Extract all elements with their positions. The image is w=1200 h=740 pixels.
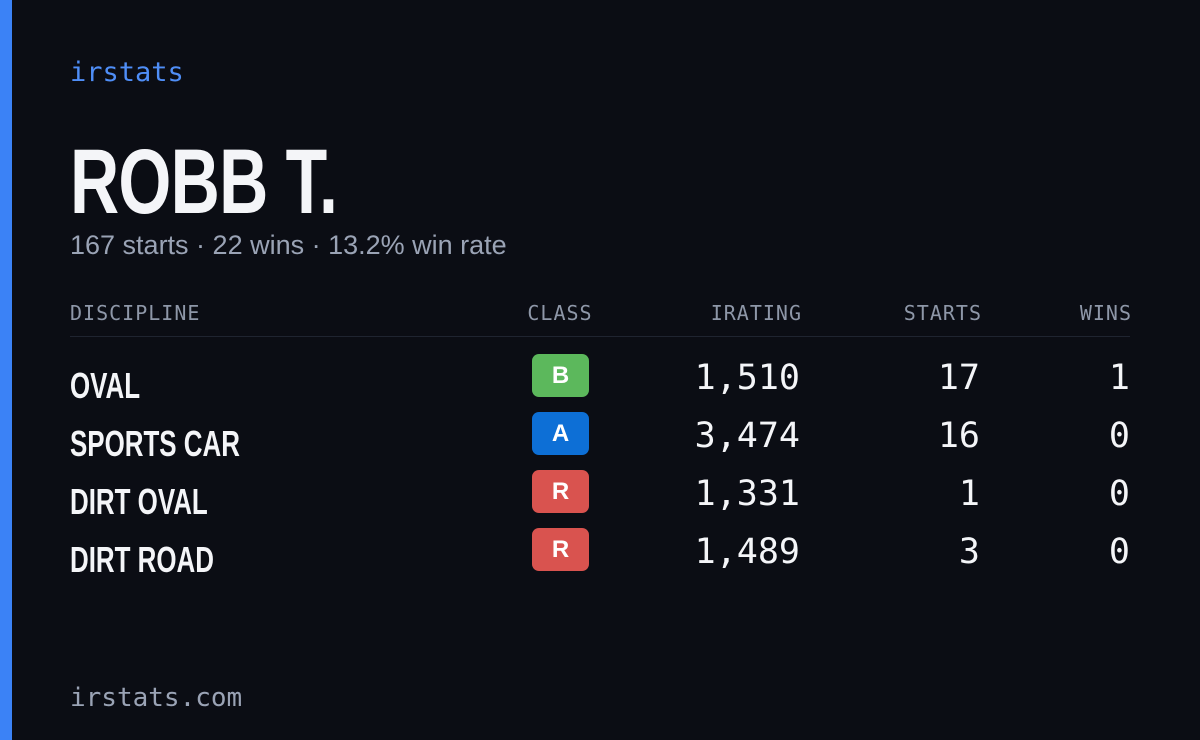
column-header: WINS: [1079, 301, 1132, 325]
accent-bar: [0, 0, 12, 740]
irating: 1,489: [694, 532, 800, 572]
column-header: IRATING: [710, 301, 802, 325]
column-header: DISCIPLINE: [70, 301, 201, 325]
discipline: OVAL: [70, 365, 141, 406]
driver-summary: 167 starts · 22 wins · 13.2% win rate: [70, 230, 507, 260]
starts: 3: [958, 532, 980, 572]
wins: 0: [1108, 532, 1130, 572]
class-badge: B: [532, 354, 589, 397]
irating: 1,510: [694, 358, 800, 398]
class-badge: A: [532, 412, 589, 455]
class-badge: R: [532, 470, 589, 513]
driver-name: ROBB T.: [70, 131, 338, 233]
starts: 1: [958, 474, 980, 514]
wins: 0: [1108, 416, 1130, 456]
discipline: SPORTS CAR: [70, 423, 240, 464]
column-header: CLASS: [527, 301, 593, 325]
irating: 1,331: [694, 474, 800, 514]
class-badge: R: [532, 528, 589, 571]
brand: irstats: [70, 57, 184, 88]
wins: 0: [1108, 474, 1130, 514]
starts: 16: [937, 416, 980, 456]
wins: 1: [1108, 358, 1130, 398]
irating: 3,474: [694, 416, 800, 456]
discipline: DIRT OVAL: [70, 481, 208, 522]
column-header: STARTS: [903, 301, 982, 325]
footer-url: irstats.com: [70, 683, 243, 713]
starts: 17: [937, 358, 980, 398]
discipline: DIRT ROAD: [70, 539, 214, 580]
header-rule: [70, 336, 1130, 337]
